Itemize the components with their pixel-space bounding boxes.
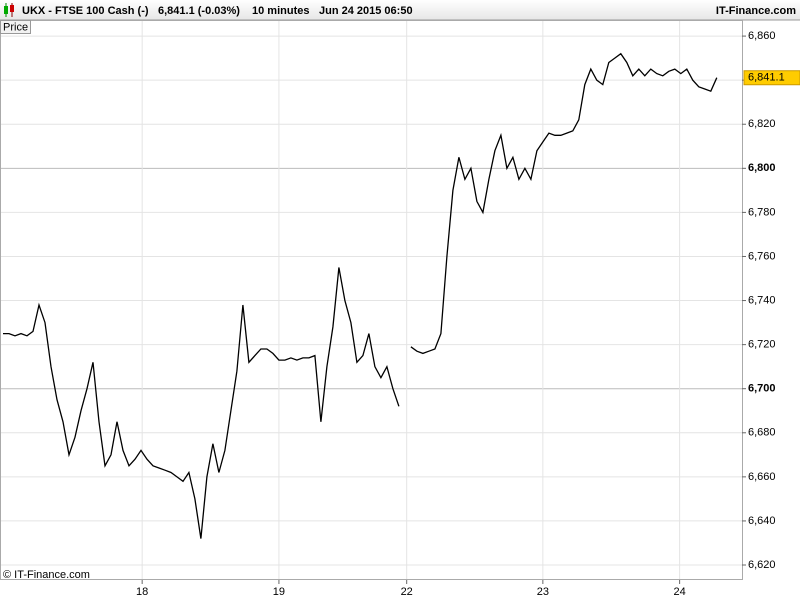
x-tick-label: 19 [273,586,285,598]
panel-label: Price [3,21,28,33]
symbol: UKX - FTSE 100 Cash (-) [22,5,149,17]
y-tick-label: 6,680 [748,427,776,439]
y-tick-label: 6,640 [748,515,776,527]
y-tick-label: 6,740 [748,294,776,306]
y-tick-label: 6,820 [748,118,776,130]
y-tick-label: 6,780 [748,206,776,218]
last-price-box [743,70,800,86]
x-tick-label: 24 [673,586,685,598]
y-tick-label: 6,620 [748,559,776,571]
brand: IT-Finance.com [716,5,796,17]
grid [0,20,742,580]
y-tick-label: 6,700 [748,383,776,395]
plot-frame [0,20,743,580]
y-tick-label: 6,720 [748,339,776,351]
last-price-label: 6,841.1 [748,72,785,84]
candle-icon [4,3,14,17]
header-bar [0,0,800,20]
y-tick-label: 6,660 [748,471,776,483]
price-line [3,52,718,539]
price: 6,841.1 (-0.03%) [158,5,240,17]
x-tick-label: 18 [136,586,148,598]
y-tick-label: 6,800 [748,162,776,174]
x-tick-label: 23 [537,586,549,598]
x-tick-label: 22 [401,586,413,598]
y-tick-label: 6,760 [748,250,776,262]
y-tick-label: 6,860 [748,30,776,42]
panel-label-box [0,20,31,34]
datetime: Jun 24 2015 06:50 [319,5,413,17]
copyright: © IT-Finance.com [3,569,90,581]
interval: 10 minutes [252,5,309,17]
